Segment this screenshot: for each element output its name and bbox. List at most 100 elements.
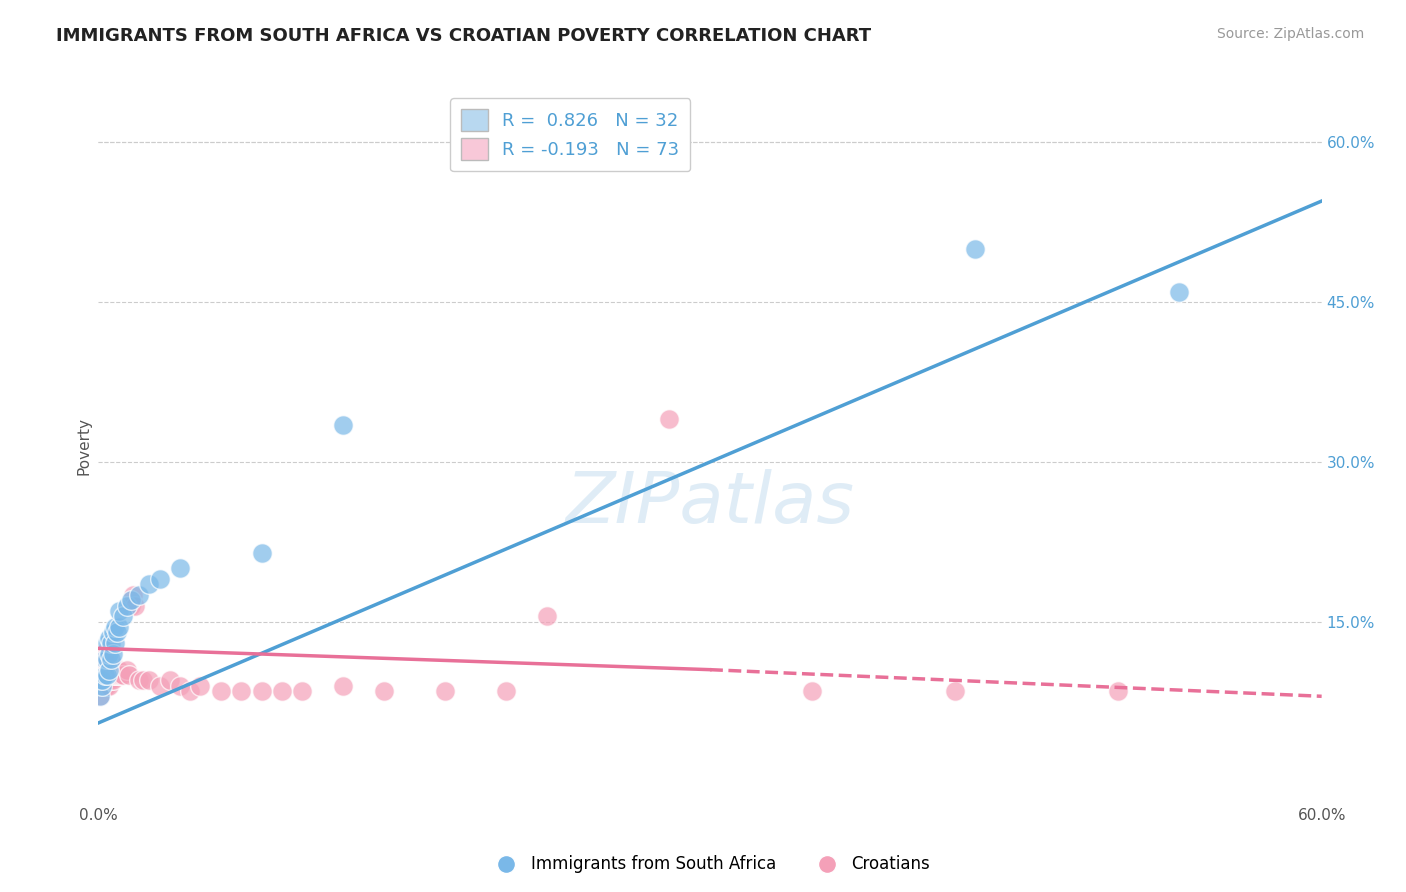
Point — [89, 690, 111, 704]
Point — [128, 588, 150, 602]
Point — [96, 636, 118, 650]
Point — [108, 604, 131, 618]
Point — [93, 663, 115, 677]
Point — [93, 679, 115, 693]
Point — [101, 668, 124, 682]
Point — [120, 593, 142, 607]
Text: ZIPatlas: ZIPatlas — [565, 468, 855, 538]
Point — [91, 652, 114, 666]
Point — [97, 663, 120, 677]
Point — [89, 679, 111, 693]
Point — [91, 673, 114, 688]
Point — [96, 673, 118, 688]
Point — [96, 663, 118, 677]
Point — [100, 652, 122, 666]
Point — [118, 668, 141, 682]
Point — [536, 609, 558, 624]
Point — [100, 673, 122, 688]
Point — [93, 652, 115, 666]
Point — [96, 652, 118, 666]
Point — [104, 663, 127, 677]
Point — [89, 657, 111, 672]
Point — [108, 668, 131, 682]
Point — [122, 588, 145, 602]
Point — [104, 636, 127, 650]
Point — [1167, 285, 1189, 299]
Point — [104, 620, 127, 634]
Point — [115, 663, 138, 677]
Point — [96, 679, 118, 693]
Point — [96, 668, 118, 682]
Point — [96, 657, 118, 672]
Point — [100, 636, 122, 650]
Point — [138, 673, 160, 688]
Point — [149, 679, 172, 693]
Point — [179, 684, 201, 698]
Point — [373, 684, 395, 698]
Point — [91, 657, 114, 672]
Point — [169, 679, 191, 693]
Point — [105, 625, 128, 640]
Point — [105, 668, 128, 682]
Point — [91, 679, 114, 693]
Point — [97, 668, 120, 682]
Point — [96, 652, 118, 666]
Point — [132, 673, 155, 688]
Point — [97, 657, 120, 672]
Point — [332, 679, 354, 693]
Point — [658, 412, 681, 426]
Point — [93, 657, 115, 672]
Point — [801, 684, 824, 698]
Point — [965, 242, 987, 256]
Point — [91, 647, 114, 661]
Point — [108, 663, 131, 677]
Point — [270, 684, 294, 698]
Point — [1107, 684, 1129, 698]
Point — [104, 668, 127, 682]
Point — [93, 673, 115, 688]
Point — [93, 668, 115, 682]
Point — [89, 690, 111, 704]
Point — [291, 684, 314, 698]
Point — [97, 647, 120, 661]
Point — [89, 652, 111, 666]
Point — [128, 673, 150, 688]
Point — [138, 577, 160, 591]
Point — [110, 668, 132, 682]
Point — [91, 679, 114, 693]
Legend: Immigrants from South Africa, Croatians: Immigrants from South Africa, Croatians — [484, 849, 936, 880]
Point — [101, 657, 124, 672]
Point — [97, 663, 120, 677]
Point — [97, 631, 120, 645]
Point — [101, 647, 124, 661]
Point — [89, 668, 111, 682]
Text: Source: ZipAtlas.com: Source: ZipAtlas.com — [1216, 27, 1364, 41]
Point — [89, 668, 111, 682]
Point — [108, 620, 131, 634]
Point — [101, 673, 124, 688]
Point — [97, 679, 120, 693]
Point — [149, 572, 172, 586]
Point — [101, 625, 124, 640]
Point — [159, 673, 181, 688]
Point — [89, 663, 111, 677]
Point — [91, 673, 114, 688]
Point — [96, 668, 118, 682]
Point — [169, 561, 191, 575]
Point — [96, 647, 118, 661]
Point — [100, 657, 122, 672]
Point — [111, 668, 134, 682]
Text: IMMIGRANTS FROM SOUTH AFRICA VS CROATIAN POVERTY CORRELATION CHART: IMMIGRANTS FROM SOUTH AFRICA VS CROATIAN… — [56, 27, 872, 45]
Point — [124, 599, 146, 613]
Point — [91, 663, 114, 677]
Point — [250, 684, 273, 698]
Point — [100, 668, 122, 682]
Point — [188, 679, 212, 693]
Point — [97, 673, 120, 688]
Point — [100, 663, 122, 677]
Point — [231, 684, 253, 698]
Point — [115, 599, 138, 613]
Point — [209, 684, 232, 698]
Point — [250, 545, 273, 559]
Point — [495, 684, 517, 698]
